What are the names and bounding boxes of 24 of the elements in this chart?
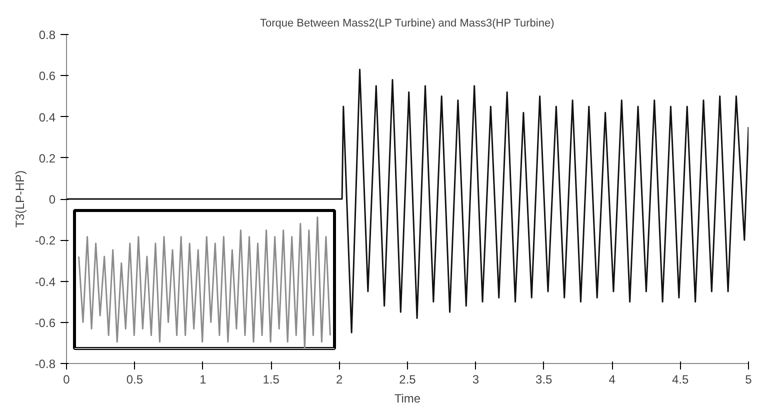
x-tick-label: 1.5 xyxy=(262,372,280,386)
chart-title: Torque Between Mass2(LP Turbine) and Mass3(HP Turbine) xyxy=(260,18,554,30)
x-tick-label: 2.5 xyxy=(399,372,416,386)
x-tick-label: 4 xyxy=(608,372,616,386)
y-tick-label: -0.2 xyxy=(34,234,56,248)
y-tick-label: -0.6 xyxy=(34,316,56,330)
x-tick-label: 3.5 xyxy=(536,372,553,386)
x-tick-label: 4.5 xyxy=(672,372,689,386)
y-tick-label: -0.8 xyxy=(34,357,56,371)
x-tick-label: 5 xyxy=(745,372,752,386)
line-series xyxy=(66,68,748,334)
y-tick-label: 0.8 xyxy=(38,28,56,42)
y-axis-title: T3(LP-HP) xyxy=(12,170,27,228)
y-tick-label: 0.6 xyxy=(38,69,56,84)
x-tick-label: 0 xyxy=(63,372,70,386)
y-tick-label: -0.4 xyxy=(34,274,56,289)
y-tick-label: 0 xyxy=(48,192,56,206)
x-tick-label: 2 xyxy=(336,372,343,386)
x-tick-label: 1 xyxy=(200,372,207,386)
x-tick-label: 0.5 xyxy=(126,372,144,386)
x-axis-title: Time xyxy=(394,392,421,406)
y-tick-label: 0.2 xyxy=(38,151,56,166)
y-tick-label: 0.4 xyxy=(38,110,56,124)
x-tick-label: 3 xyxy=(472,372,480,386)
